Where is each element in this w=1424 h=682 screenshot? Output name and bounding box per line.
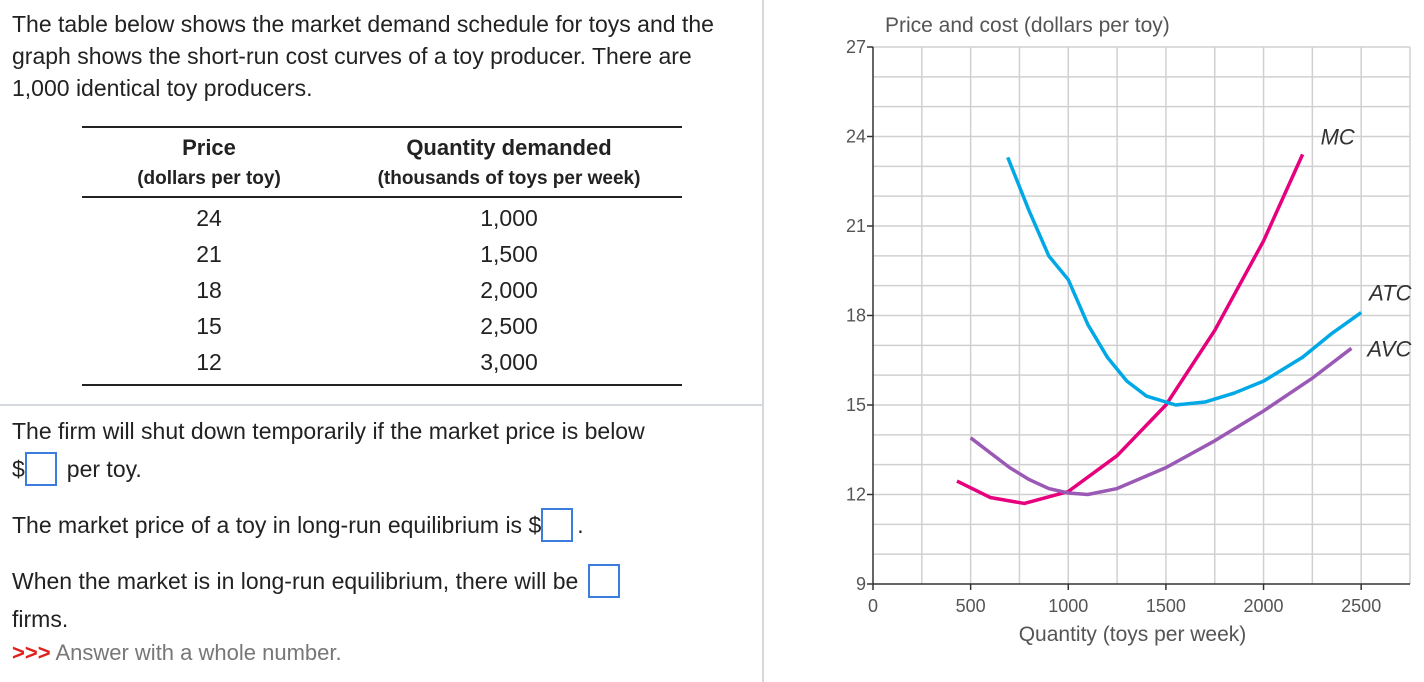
answer-input[interactable]: [588, 564, 621, 598]
curve-label: ATC: [1367, 281, 1411, 306]
question-text: firms.: [12, 606, 69, 632]
table-cell: 1,500: [480, 241, 538, 267]
question-text: When the market is in long-run equilibri…: [12, 567, 579, 594]
curve: [1006, 156, 1363, 407]
hint-marker: >>>: [12, 640, 51, 665]
question-text: The market price of a toy in long-run eq…: [12, 511, 542, 538]
separator: [762, 0, 764, 682]
table-cell: 18: [196, 277, 222, 303]
y-tick-label: 27: [846, 37, 866, 57]
chart-title: Price and cost (dollars per toy): [885, 14, 1170, 37]
curve: [969, 346, 1353, 497]
curve-label: AVC: [1365, 336, 1411, 361]
x-tick-label: 1500: [1146, 596, 1186, 616]
x-tick-label: 2500: [1341, 596, 1381, 616]
curve-label: MC: [1321, 124, 1355, 149]
question-line: When the market is in long-run equilibri…: [12, 564, 621, 598]
answer-input[interactable]: [541, 508, 574, 542]
question-text: The firm will shut down temporarily if t…: [12, 418, 645, 444]
table-cell: 15: [196, 313, 222, 339]
table-cell: 2,500: [480, 313, 538, 339]
y-tick-label: 18: [846, 306, 866, 326]
x-tick-label: 1000: [1048, 596, 1088, 616]
question-line: The market price of a toy in long-run eq…: [12, 508, 584, 542]
table-cell: 3,000: [480, 349, 538, 375]
intro-text: The table below shows the market demand …: [12, 11, 714, 101]
table-body: 24 1,000 21 1,500 18 2,000 15 2,500 12 3,000: [82, 198, 682, 384]
y-tick-label: 15: [846, 395, 866, 415]
table-row: 12 3,000: [82, 344, 682, 380]
hint-text: Answer with a whole number.: [55, 640, 342, 665]
demand-table: Price (dollars per toy) Quantity demande…: [82, 126, 682, 386]
question-text: $: [12, 455, 25, 482]
x-tick-label: 0: [868, 596, 878, 616]
x-tick-label: 2000: [1244, 596, 1284, 616]
table-row: 21 1,500: [82, 236, 682, 272]
question-text: .: [577, 511, 584, 538]
curve: [956, 153, 1305, 506]
question-line: $ per toy.: [12, 452, 142, 486]
subheader-cell: (thousands of toys per week): [377, 168, 641, 189]
table-cell: 2,000: [480, 277, 538, 303]
y-tick-label: 12: [846, 485, 866, 505]
header-cell: Price: [182, 135, 236, 160]
table-row: 18 2,000: [82, 272, 682, 308]
x-tick-label: 500: [956, 596, 986, 616]
table-row: 24 1,000: [82, 200, 682, 236]
table-row: 15 2,500: [82, 308, 682, 344]
table-cell: 24: [196, 205, 222, 231]
table-cell: 1,000: [480, 205, 538, 231]
y-tick-label: 9: [856, 574, 866, 594]
separator: [0, 404, 762, 406]
hint: >>> Answer with a whole number.: [12, 640, 342, 666]
table-cell: 21: [196, 241, 222, 267]
table-header: Price (dollars per toy) Quantity demande…: [82, 128, 682, 198]
y-tick-label: 24: [846, 127, 866, 147]
table-cell: 12: [196, 349, 222, 375]
x-axis-label: Quantity (toys per week): [1019, 623, 1247, 646]
answer-input[interactable]: [24, 452, 57, 486]
subheader-cell: (dollars per toy): [137, 168, 281, 189]
y-tick-label: 21: [846, 216, 866, 236]
chart: 9 12 15 18 21 24 27 0 500 1000 1500 2000 2500 Price a…: [846, 14, 1412, 646]
question-text: per toy.: [66, 455, 142, 482]
header-cell: Quantity demanded: [406, 135, 612, 160]
